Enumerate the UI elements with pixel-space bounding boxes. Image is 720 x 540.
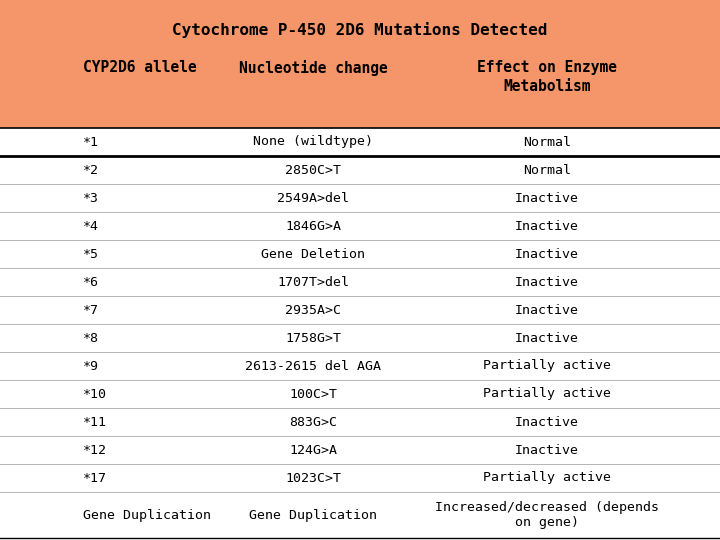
Bar <box>0 128 720 540</box>
Text: Inactive: Inactive <box>516 332 579 345</box>
Text: *2: *2 <box>83 164 99 177</box>
Text: 100C>T: 100C>T <box>289 388 337 401</box>
Text: 2613-2615 del AGA: 2613-2615 del AGA <box>246 360 381 373</box>
Text: None (wildtype): None (wildtype) <box>253 136 373 148</box>
Text: 883G>C: 883G>C <box>289 415 337 429</box>
Text: 1023C>T: 1023C>T <box>285 471 341 484</box>
Text: *6: *6 <box>83 275 99 288</box>
Text: *3: *3 <box>83 192 99 205</box>
Text: *7: *7 <box>83 303 99 316</box>
Text: Partially active: Partially active <box>483 360 611 373</box>
Text: CYP2D6 allele: CYP2D6 allele <box>83 60 197 75</box>
Text: Nucleotide change: Nucleotide change <box>239 60 387 76</box>
Text: *5: *5 <box>83 247 99 260</box>
Text: Gene Deletion: Gene Deletion <box>261 247 365 260</box>
Text: *17: *17 <box>83 471 107 484</box>
Text: *11: *11 <box>83 415 107 429</box>
Text: *8: *8 <box>83 332 99 345</box>
Text: 2549A>del: 2549A>del <box>277 192 349 205</box>
Text: Effect on Enzyme
Metabolism: Effect on Enzyme Metabolism <box>477 60 617 93</box>
Text: 2935A>C: 2935A>C <box>285 303 341 316</box>
Text: 1846G>A: 1846G>A <box>285 219 341 233</box>
Text: Inactive: Inactive <box>516 192 579 205</box>
Text: *10: *10 <box>83 388 107 401</box>
Text: Inactive: Inactive <box>516 219 579 233</box>
Text: Inactive: Inactive <box>516 303 579 316</box>
Text: Normal: Normal <box>523 136 571 148</box>
Text: 1758G>T: 1758G>T <box>285 332 341 345</box>
Text: *9: *9 <box>83 360 99 373</box>
Text: Inactive: Inactive <box>516 415 579 429</box>
Text: 124G>A: 124G>A <box>289 443 337 456</box>
Text: Cytochrome P-450 2D6 Mutations Detected: Cytochrome P-450 2D6 Mutations Detected <box>172 22 548 38</box>
Text: Gene Duplication: Gene Duplication <box>83 509 211 522</box>
Text: Inactive: Inactive <box>516 275 579 288</box>
Text: *4: *4 <box>83 219 99 233</box>
Text: Inactive: Inactive <box>516 247 579 260</box>
Text: *12: *12 <box>83 443 107 456</box>
Text: Gene Duplication: Gene Duplication <box>249 509 377 522</box>
Text: Partially active: Partially active <box>483 388 611 401</box>
Text: 1707T>del: 1707T>del <box>277 275 349 288</box>
Text: *1: *1 <box>83 136 99 148</box>
Text: Normal: Normal <box>523 164 571 177</box>
Text: 2850C>T: 2850C>T <box>285 164 341 177</box>
Text: Partially active: Partially active <box>483 471 611 484</box>
Text: Increased/decreased (depends
on gene): Increased/decreased (depends on gene) <box>435 501 660 529</box>
Text: Inactive: Inactive <box>516 443 579 456</box>
